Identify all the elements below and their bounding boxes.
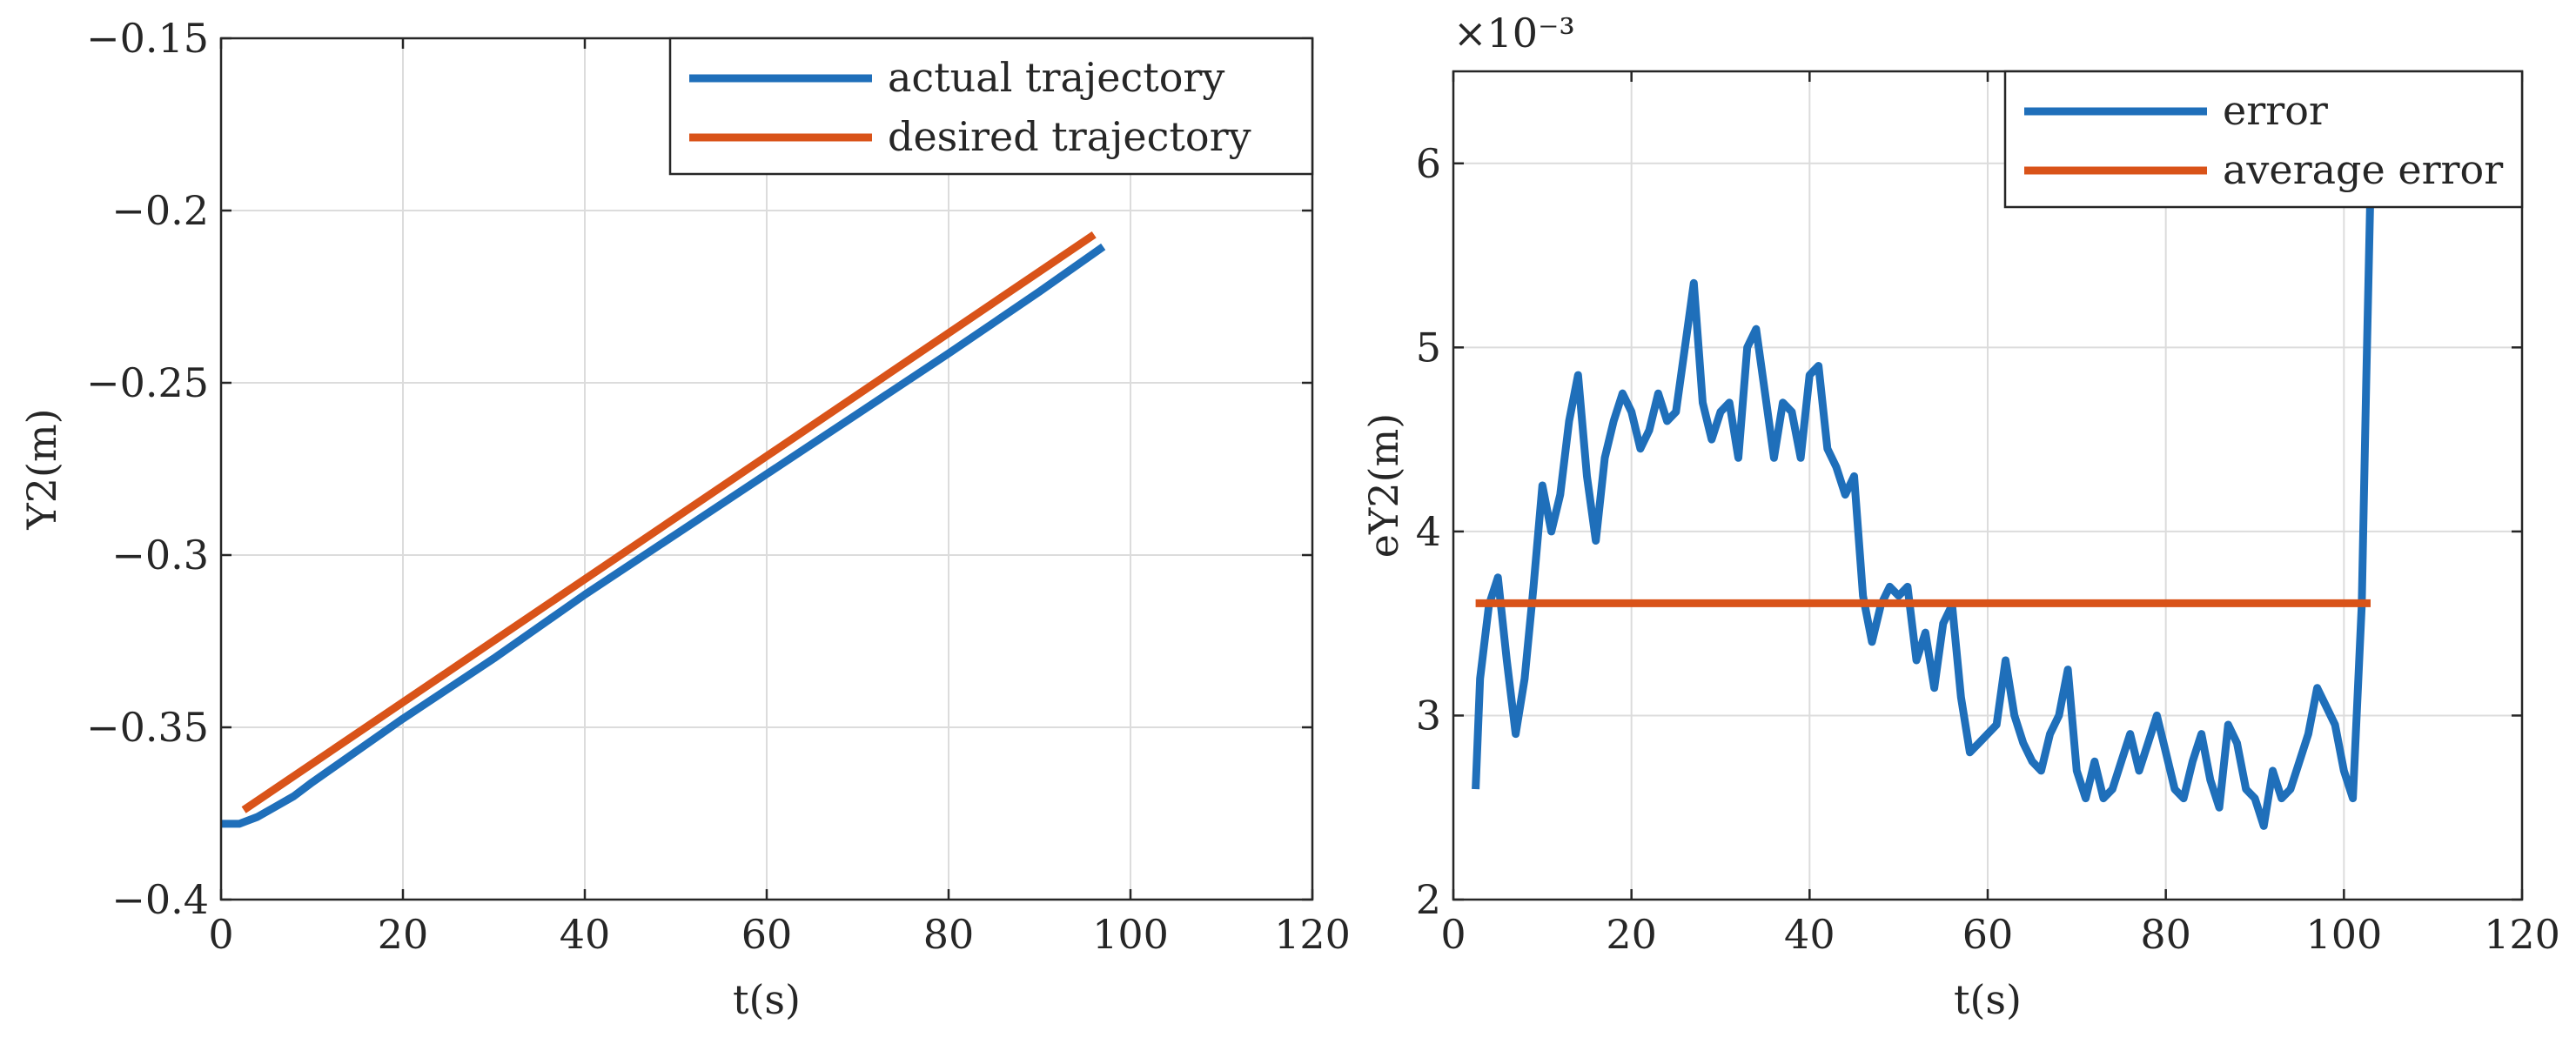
series-line-error bbox=[1472, 181, 2375, 830]
legend-label: error bbox=[2223, 87, 2328, 134]
x-tick-label: 40 bbox=[560, 911, 611, 958]
y-axis-title: Y2(m) bbox=[18, 408, 65, 530]
x-tick-label: 20 bbox=[378, 911, 429, 958]
legend-label: average error bbox=[2223, 146, 2503, 193]
y-tick-label: 2 bbox=[1416, 876, 1441, 923]
x-tick-label: 120 bbox=[2484, 911, 2560, 958]
x-tick-label: 60 bbox=[1962, 911, 2014, 958]
x-axis-title: t(s) bbox=[1954, 976, 2022, 1023]
x-tick-label: 100 bbox=[1092, 911, 1169, 958]
legend-label: actual trajectory bbox=[888, 54, 1224, 101]
x-axis-title: t(s) bbox=[733, 976, 801, 1023]
right-plot-error: 0 20 40 60 80 100 120 2 3 4 5 6 t(s) eY2(m) ×10⁻³ error… bbox=[1360, 10, 2560, 1023]
y-exponent-label: ×10⁻³ bbox=[1453, 10, 1575, 57]
x-tick-label: 0 bbox=[1440, 911, 1466, 958]
x-tick-label: 100 bbox=[2305, 911, 2382, 958]
y-tick-label: −0.35 bbox=[86, 704, 209, 751]
x-tick-label: 40 bbox=[1784, 911, 1835, 958]
y-tick-label: 5 bbox=[1416, 324, 1441, 371]
y-tick-label: −0.2 bbox=[111, 187, 209, 234]
y-axis-title: eY2(m) bbox=[1360, 413, 1407, 558]
x-tick-label: 60 bbox=[741, 911, 793, 958]
y-tick-label: −0.15 bbox=[86, 15, 209, 62]
legend-box bbox=[2003, 70, 2524, 209]
legend-box bbox=[668, 37, 1314, 176]
x-tick-label: 0 bbox=[208, 911, 233, 958]
legend-label: desired trajectory bbox=[888, 113, 1251, 160]
y-tick-label: −0.4 bbox=[111, 876, 209, 923]
series-line-actual-trajectory bbox=[221, 243, 1106, 828]
x-tick-label: 80 bbox=[2140, 911, 2191, 958]
y-tick-label: 4 bbox=[1416, 508, 1441, 555]
x-tick-label: 120 bbox=[1274, 911, 1351, 958]
x-tick-label: 20 bbox=[1606, 911, 1657, 958]
y-tick-label: −0.3 bbox=[111, 532, 209, 579]
x-tick-label: 80 bbox=[923, 911, 975, 958]
y-tick-label: 3 bbox=[1416, 692, 1441, 739]
series-line-desired-trajectory bbox=[241, 231, 1097, 813]
y-tick-label: 6 bbox=[1416, 140, 1441, 187]
left-plot-trajectory: 0 20 40 60 80 100 120 −0.4 −0.35 −0.3 −0.25 −0.2 −0.… bbox=[18, 15, 1351, 1023]
y-tick-label: −0.25 bbox=[86, 359, 209, 406]
